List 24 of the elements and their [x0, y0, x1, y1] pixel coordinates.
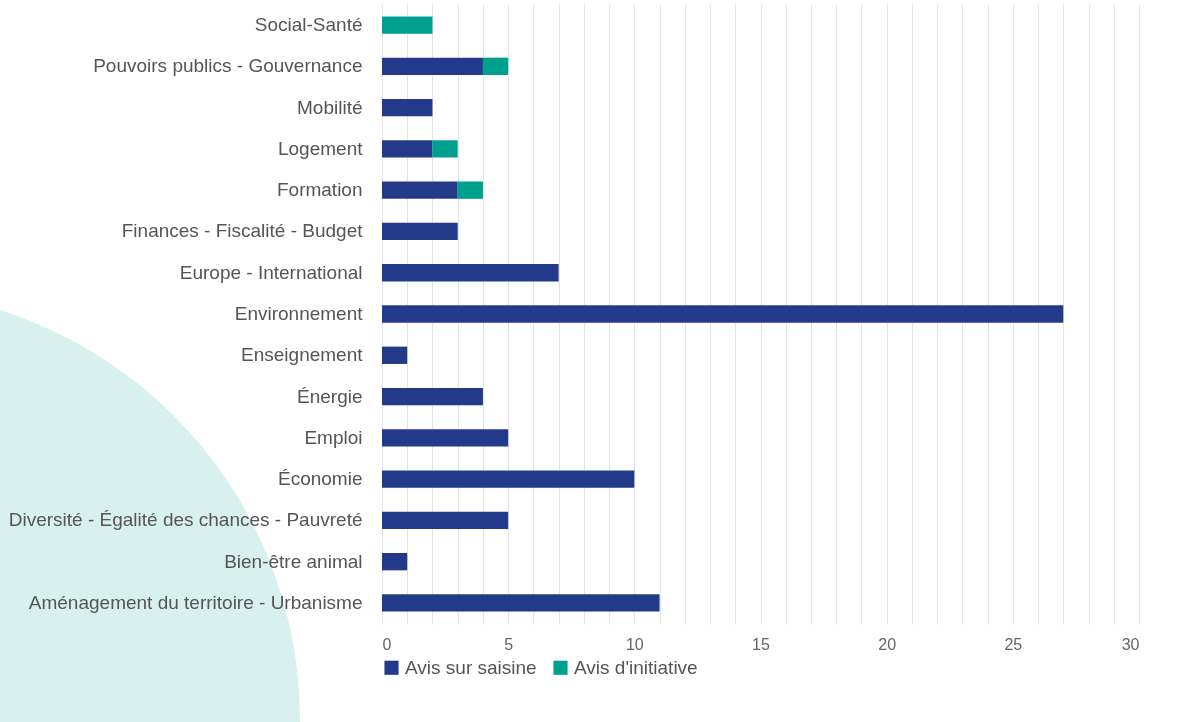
x-tick-label: 30	[1121, 635, 1140, 653]
y-tick-label: Europe - International	[179, 261, 363, 283]
legend-label: Avis d'initiative	[574, 656, 698, 678]
y-tick-label: Énergie	[297, 385, 363, 407]
y-tick-label: Environnement	[234, 303, 364, 324]
y-tick-label: Logement	[277, 137, 364, 159]
y-tick-label: Bien-être animal	[224, 550, 363, 572]
y-tick-label: Diversité - Égalité des chances - Pauvreté	[8, 509, 363, 531]
legend-label: Avis sur saisine	[405, 656, 537, 678]
y-tick-label: Finances - Fiscalité - Budget	[121, 220, 364, 242]
x-tick-label: 25	[1004, 635, 1023, 653]
x-tick-label: 15	[752, 635, 770, 653]
x-tick-label: 20	[878, 635, 897, 653]
x-tick-label: 0	[382, 635, 392, 653]
y-tick-label: Pouvoirs publics - Gouvernance	[93, 55, 363, 77]
y-tick-label: Formation	[276, 179, 363, 201]
y-tick-label: Mobilité	[297, 96, 363, 118]
x-tick-label: 5	[504, 635, 514, 653]
y-tick-label: Enseignement	[241, 344, 364, 366]
y-tick-label: Aménagement du territoire - Urbanisme	[28, 591, 363, 613]
y-tick-label: Emploi	[304, 426, 363, 448]
x-tick-label: 10	[625, 635, 644, 653]
y-tick-label: Économie	[278, 468, 363, 490]
y-tick-label: Social-Santé	[254, 14, 363, 36]
